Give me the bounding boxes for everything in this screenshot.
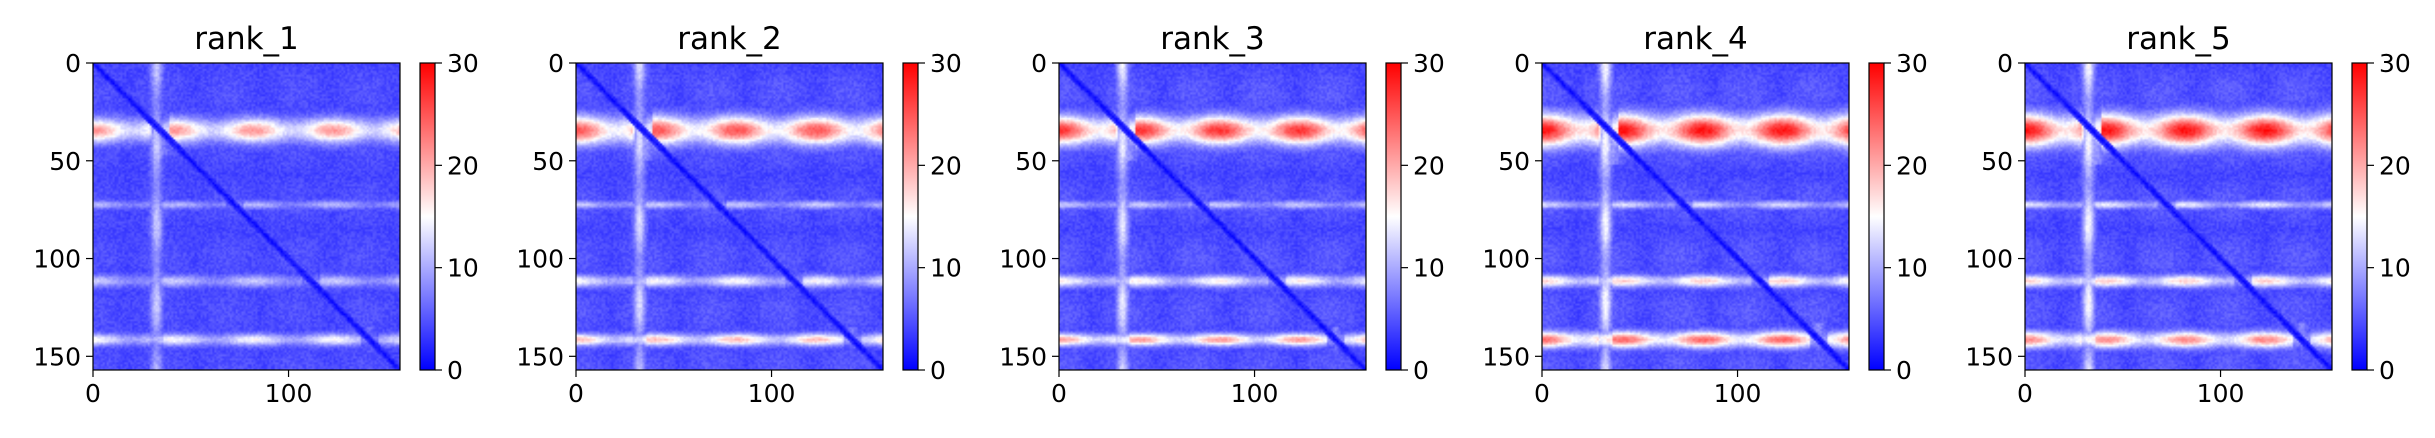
- x-tick-label: 0: [568, 379, 584, 408]
- heatmap-image: [2025, 63, 2332, 370]
- heatmap-image: [576, 63, 883, 370]
- colorbar-tick-label: 10: [1413, 254, 1445, 283]
- colorbar-tick-label: 20: [930, 151, 962, 180]
- colorbar: [1385, 62, 1402, 371]
- axes-frame: [2024, 62, 2333, 371]
- heatmap-image: [93, 63, 400, 370]
- colorbar-tick-label: 10: [447, 254, 479, 283]
- colorbar-tick-label: 20: [447, 151, 479, 180]
- y-tick-label: 0: [548, 49, 564, 78]
- y-tick-label: 100: [33, 245, 81, 274]
- colorbar-tick-label: 20: [2379, 151, 2411, 180]
- y-tick-label: 150: [33, 342, 81, 371]
- colorbar-tick-label: 30: [2379, 49, 2411, 78]
- y-tick-label: 100: [1965, 245, 2013, 274]
- y-tick-label: 150: [1482, 342, 1530, 371]
- x-tick-label: 100: [1231, 379, 1279, 408]
- x-tick-label: 100: [748, 379, 796, 408]
- colorbar-tick-label: 0: [447, 356, 463, 385]
- axes-frame: [1541, 62, 1850, 371]
- panel-title: rank_4: [1643, 21, 1748, 57]
- colorbar: [902, 62, 919, 371]
- colorbar-tick-label: 0: [1413, 356, 1429, 385]
- colorbar-tick-label: 0: [930, 356, 946, 385]
- y-tick-label: 150: [999, 342, 1047, 371]
- y-tick-label: 0: [1031, 49, 1047, 78]
- colorbar: [419, 62, 436, 371]
- panel-title: rank_2: [677, 21, 782, 57]
- colorbar-tick-label: 30: [1413, 49, 1445, 78]
- colorbar-tick-label: 20: [1896, 151, 1928, 180]
- panel-title: rank_5: [2126, 21, 2231, 57]
- colorbar-tick-label: 30: [447, 49, 479, 78]
- x-tick-label: 100: [265, 379, 313, 408]
- colorbar-tick-label: 30: [1896, 49, 1928, 78]
- x-tick-label: 0: [1534, 379, 1550, 408]
- colorbar-tick-label: 10: [1896, 254, 1928, 283]
- colorbar-tick-label: 10: [930, 254, 962, 283]
- y-tick-label: 50: [49, 147, 81, 176]
- colorbar: [1868, 62, 1885, 371]
- x-tick-label: 100: [1714, 379, 1762, 408]
- colorbar-tick-label: 30: [930, 49, 962, 78]
- axes-frame: [1058, 62, 1367, 371]
- heatmap-image: [1542, 63, 1849, 370]
- axes-frame: [575, 62, 884, 371]
- y-tick-label: 150: [1965, 342, 2013, 371]
- y-tick-label: 0: [65, 49, 81, 78]
- panel-title: rank_1: [194, 21, 299, 57]
- y-tick-label: 100: [516, 245, 564, 274]
- y-tick-label: 0: [1514, 49, 1530, 78]
- colorbar: [2351, 62, 2368, 371]
- axes-frame: [92, 62, 401, 371]
- x-tick-label: 0: [1051, 379, 1067, 408]
- y-tick-label: 100: [999, 245, 1047, 274]
- colorbar-tick-label: 10: [2379, 254, 2411, 283]
- y-tick-label: 50: [1015, 147, 1047, 176]
- y-tick-label: 50: [532, 147, 564, 176]
- colorbar-tick-label: 20: [1413, 151, 1445, 180]
- y-tick-label: 150: [516, 342, 564, 371]
- y-tick-label: 50: [1498, 147, 1530, 176]
- colorbar-tick-label: 0: [2379, 356, 2395, 385]
- x-tick-label: 0: [2017, 379, 2033, 408]
- colorbar-tick-label: 0: [1896, 356, 1912, 385]
- heatmap-image: [1059, 63, 1366, 370]
- x-tick-label: 100: [2197, 379, 2245, 408]
- y-tick-label: 100: [1482, 245, 1530, 274]
- y-tick-label: 50: [1981, 147, 2013, 176]
- panel-title: rank_3: [1160, 21, 1265, 57]
- y-tick-label: 0: [1997, 49, 2013, 78]
- x-tick-label: 0: [85, 379, 101, 408]
